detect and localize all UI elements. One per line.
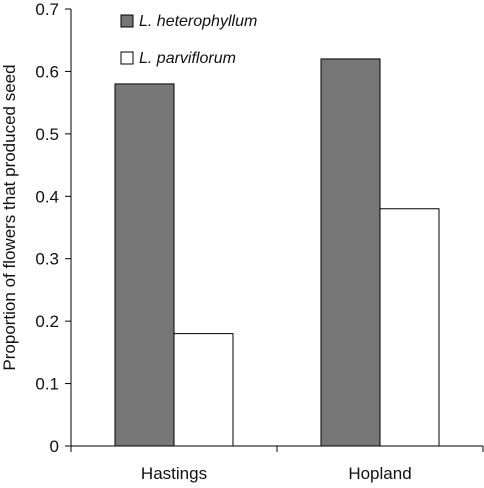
y-tick-label: 0.7 — [35, 0, 59, 19]
x-category-label: Hastings — [141, 464, 207, 483]
y-axis-title: Proportion of flowers that produced seed — [0, 64, 19, 370]
y-tick-label: 0.3 — [35, 250, 59, 269]
x-category-label: Hopland — [348, 464, 411, 483]
y-tick-label: 0 — [50, 437, 59, 456]
y-tick-label: 0.1 — [35, 375, 59, 394]
y-tick-label: 0.6 — [35, 62, 59, 81]
legend-swatch — [120, 14, 134, 28]
y-tick-label: 0.2 — [35, 312, 59, 331]
legend-swatch — [120, 51, 134, 65]
x-axis-ticks: Hastings Hopland — [70, 446, 484, 483]
bars-layer — [114, 58, 440, 447]
legend-label: L. parviflorum — [139, 50, 236, 67]
y-axis-ticks: 0 0.1 0.2 0.3 0.4 0.5 0.6 0.7 — [35, 0, 71, 456]
bar-hopland-series-2 — [379, 208, 440, 447]
bar-hastings-series-2 — [173, 333, 234, 447]
legend: L. heterophyllum L. parviflorum — [120, 13, 257, 67]
bar-hopland-series-1 — [320, 58, 381, 447]
y-tick-label: 0.4 — [35, 187, 59, 206]
bar-hastings-series-1 — [114, 83, 175, 447]
y-tick-label: 0.5 — [35, 125, 59, 144]
legend-label: L. heterophyllum — [139, 13, 257, 30]
